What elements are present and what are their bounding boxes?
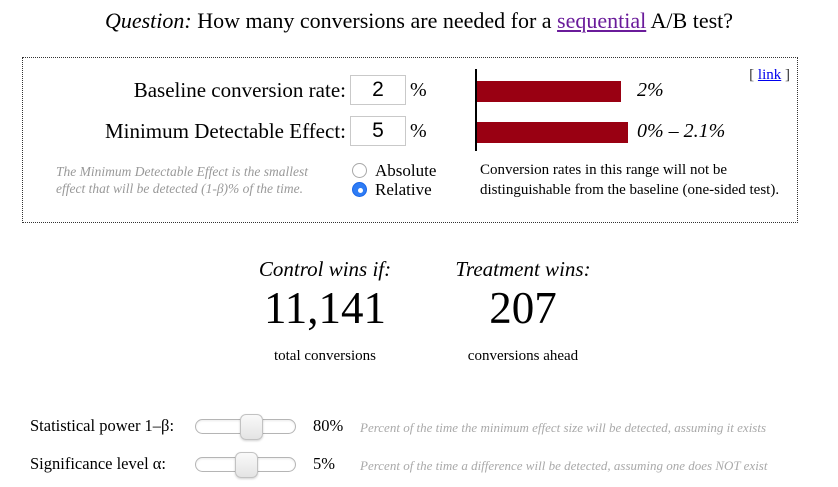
radio-option-absolute[interactable]: Absolute bbox=[352, 161, 436, 180]
baseline-bar bbox=[477, 81, 621, 102]
power-slider[interactable] bbox=[195, 413, 296, 440]
significance-label: Significance level α: bbox=[30, 454, 167, 473]
significance-note: Percent of the time a difference will be… bbox=[360, 458, 768, 473]
control-caption: total conversions bbox=[273, 348, 377, 364]
power-slider-thumb[interactable] bbox=[240, 413, 264, 440]
radio-option-relative[interactable]: Relative bbox=[352, 180, 436, 199]
baseline-rate-input[interactable] bbox=[350, 75, 406, 105]
control-result: Control wins if: 11,141 total conversion… bbox=[225, 257, 425, 365]
range-bar-label: 0% – 2.1% bbox=[637, 120, 726, 142]
mde-input[interactable] bbox=[350, 116, 406, 146]
control-heading: Control wins if: bbox=[258, 257, 392, 281]
title-text-after-link: A/B test? bbox=[646, 8, 734, 33]
baseline-rate-unit: % bbox=[410, 78, 427, 101]
treatment-caption: conversions ahead bbox=[467, 348, 579, 364]
range-bar bbox=[477, 122, 629, 143]
effect-mode-radios: Absolute Relative bbox=[352, 161, 436, 199]
treatment-value: 207 bbox=[489, 283, 557, 333]
mde-unit: % bbox=[410, 119, 427, 142]
page-title: Question: How many conversions are neede… bbox=[0, 6, 838, 36]
relative-radio-icon[interactable] bbox=[352, 182, 367, 197]
title-question-word: Question: bbox=[104, 8, 192, 33]
mde-explanation: The Minimum Detectable Effect is the sma… bbox=[56, 163, 366, 197]
mde-explanation-line2: effect that will be detected (1-β)% of t… bbox=[56, 181, 304, 196]
permalink-link[interactable]: link bbox=[757, 67, 782, 83]
mde-row: Minimum Detectable Effect: % bbox=[23, 115, 583, 147]
range-explanation-line2: distinguishable from the baseline (one-s… bbox=[480, 182, 780, 198]
mde-explanation-line1: The Minimum Detectable Effect is the sma… bbox=[56, 164, 308, 179]
mde-label: Minimum Detectable Effect: bbox=[104, 118, 346, 143]
absolute-radio-icon[interactable] bbox=[352, 163, 367, 178]
power-note: Percent of the time the minimum effect s… bbox=[360, 420, 767, 435]
sequential-link[interactable]: sequential bbox=[557, 8, 647, 33]
baseline-bar-label: 2% bbox=[637, 79, 664, 101]
permalink-open-bracket: [ bbox=[749, 67, 755, 83]
power-value: 80% bbox=[313, 416, 344, 435]
treatment-heading: Treatment wins: bbox=[455, 257, 591, 281]
range-explanation: Conversion rates in this range will not … bbox=[480, 160, 779, 200]
permalink-close-bracket: ] bbox=[785, 67, 790, 83]
chart-axis-line bbox=[475, 69, 477, 151]
range-explanation-line1: Conversion rates in this range will not … bbox=[480, 162, 728, 178]
baseline-rate-row: Baseline conversion rate: % bbox=[23, 74, 583, 106]
relative-radio-label: Relative bbox=[375, 179, 432, 199]
absolute-radio-label: Absolute bbox=[375, 160, 437, 180]
title-text-before-link: How many conversions are needed for a bbox=[191, 8, 558, 33]
treatment-result: Treatment wins: 207 conversions ahead bbox=[423, 257, 623, 365]
significance-slider[interactable] bbox=[195, 451, 296, 478]
significance-slider-thumb[interactable] bbox=[235, 451, 258, 478]
baseline-rate-label: Baseline conversion rate: bbox=[133, 77, 346, 102]
permalink: [ link ] bbox=[749, 67, 790, 84]
power-label: Statistical power 1–β: bbox=[30, 416, 175, 435]
calculator-panel: [ link ] Baseline conversion rate: % Min… bbox=[22, 57, 798, 223]
significance-value: 5% bbox=[313, 454, 335, 473]
control-value: 11,141 bbox=[263, 283, 387, 333]
